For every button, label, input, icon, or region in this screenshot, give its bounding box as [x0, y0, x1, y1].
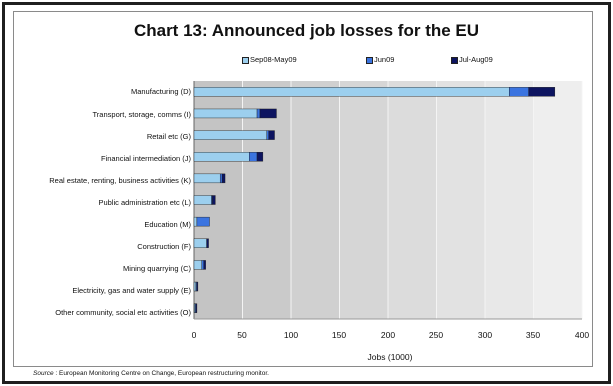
category-label: Mining quarrying (C) — [123, 264, 191, 273]
bar-segment — [193, 152, 250, 162]
bar-segment — [221, 173, 226, 184]
bar-segment — [201, 260, 204, 270]
legend-item-jul-aug09: Jul-Aug09 — [451, 55, 493, 64]
x-tick-label: 400 — [574, 330, 590, 340]
bar-segment — [509, 87, 529, 97]
plot-background-band — [485, 81, 534, 319]
category-label: Financial intermediation (J) — [100, 154, 191, 163]
bar-segment — [193, 216, 198, 227]
bar-segment — [219, 173, 223, 184]
bar-segment — [193, 195, 212, 205]
x-axis-title: Jobs (1000) — [367, 352, 413, 362]
legend-swatch-jun09 — [366, 56, 373, 64]
category-label: Retail etc (G) — [146, 132, 191, 141]
category-label: Electricity, gas and water supply (E) — [72, 286, 191, 295]
bar-segment — [193, 238, 207, 248]
plot-background-band — [339, 81, 388, 319]
bar-segment — [193, 173, 221, 184]
bar-segment — [193, 281, 197, 292]
plot-background-band — [242, 81, 291, 319]
plot-background-band — [388, 81, 437, 319]
bar-segment — [193, 108, 258, 119]
x-tick-label: 250 — [428, 330, 444, 340]
x-tick-label: 200 — [380, 330, 396, 340]
plot-background-band — [533, 81, 582, 319]
legend-swatch-jul-aug09 — [451, 56, 458, 64]
bar-segment — [193, 260, 202, 270]
x-tick-label: 0 — [191, 330, 197, 340]
legend-swatch-sep08-may09 — [242, 56, 249, 64]
source-note: Source : European Monitoring Centre on C… — [33, 370, 269, 377]
legend-item-jun09: Jun09 — [366, 55, 394, 64]
bar-segment — [266, 130, 269, 140]
bar-segment — [193, 130, 267, 140]
bar-segment — [196, 216, 210, 227]
x-tick-label: 50 — [237, 330, 247, 340]
bar-segment — [528, 87, 556, 97]
category-label: Manufacturing (D) — [130, 87, 191, 96]
legend-item-sep08-may09: Sep08-May09 — [242, 55, 297, 64]
category-label: Public administration etc (L) — [98, 198, 191, 207]
category-label: Construction (F) — [137, 242, 191, 251]
category-label: Transport, storage, comms (I) — [92, 110, 192, 119]
x-tick-label: 100 — [283, 330, 299, 340]
category-label: Real estate, renting, business activitie… — [49, 176, 191, 185]
x-tick-label: 350 — [525, 330, 541, 340]
category-label: Other community, social etc activities (… — [55, 308, 191, 317]
legend-label: Jul-Aug09 — [459, 55, 493, 64]
source-label: Source — [33, 370, 54, 377]
plot-background-band — [436, 81, 485, 319]
bar-segment — [203, 260, 206, 270]
bar-segment — [268, 130, 275, 140]
bar-segment — [212, 195, 216, 205]
x-tick-label: 300 — [477, 330, 493, 340]
bar-segment — [206, 238, 209, 248]
bar-segment — [256, 152, 264, 162]
category-label: Education (M) — [144, 220, 191, 229]
chart-title: Chart 13: Announced job losses for the E… — [133, 21, 480, 40]
legend-label: Sep08-May09 — [250, 55, 297, 64]
bar-segment — [259, 108, 277, 119]
bar-segment — [256, 108, 261, 119]
bar-segment — [195, 303, 198, 313]
bar-segment — [196, 281, 199, 292]
x-tick-label: 150 — [331, 330, 347, 340]
bar-segment — [249, 152, 258, 162]
bar-segment — [193, 87, 510, 97]
source-text: : European Monitoring Centre on Change, … — [53, 370, 269, 377]
legend-label: Jun09 — [374, 55, 395, 64]
plot-background-band — [291, 81, 340, 319]
